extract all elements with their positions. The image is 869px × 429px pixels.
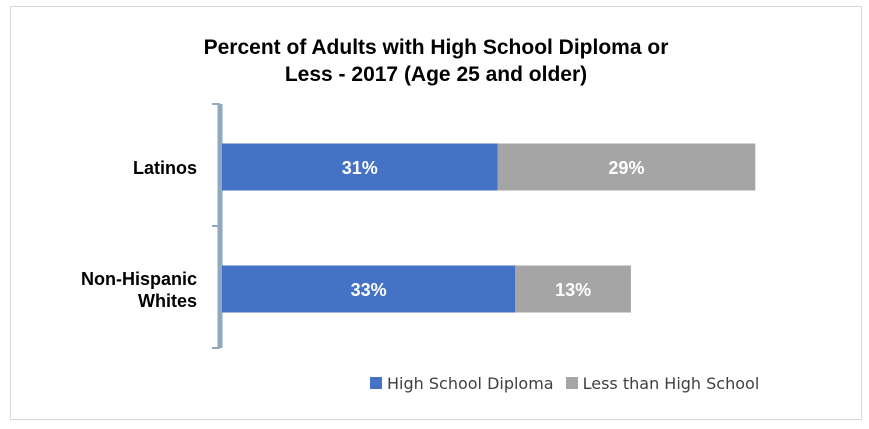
category-label-non-hispanic-whites: Non-Hispanic Whites (81, 269, 197, 311)
bars: 31% 29% 33% 13% (222, 143, 756, 313)
legend-item-less-than-high-school: Less than High School (565, 373, 760, 393)
chart-title: Percent of Adults with High School Diplo… (203, 36, 669, 86)
legend: High School Diploma Less than High Schoo… (370, 372, 771, 394)
legend-item-high-school-diploma: High School Diploma (370, 374, 554, 393)
bar-non-hispanic-whites-less-than-high-school (515, 265, 631, 313)
data-label-non-hispanic-whites-less-than-high-school: 13% (555, 280, 591, 300)
chart-frame (10, 6, 862, 420)
category-label-latinos: Latinos (133, 158, 197, 178)
legend-label-less-than-high-school: Less than High School (582, 373, 760, 393)
legend-swatch-high-school-diploma (370, 377, 382, 389)
category-axis (212, 103, 223, 349)
legend-label-high-school-diploma: High School Diploma (387, 373, 554, 393)
bar-non-hispanic-whites-high-school-diploma (222, 265, 516, 313)
data-label-latinos-high-school-diploma: 31% (342, 158, 378, 178)
category-labels: Latinos Non-Hispanic Whites (81, 158, 197, 311)
data-label-latinos-less-than-high-school: 29% (608, 158, 644, 178)
bar-latinos-high-school-diploma (222, 143, 498, 191)
legend-swatch-less-than-high-school (565, 377, 578, 389)
bar-latinos-less-than-high-school (497, 143, 756, 191)
data-label-non-hispanic-whites-high-school-diploma: 33% (351, 280, 387, 300)
